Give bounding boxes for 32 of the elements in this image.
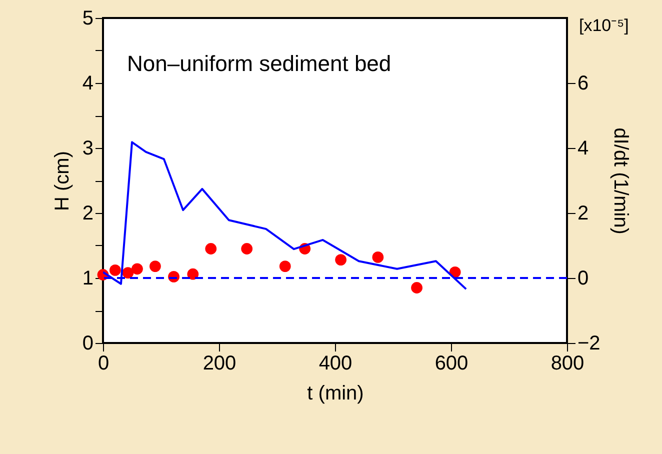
point — [335, 254, 346, 266]
x-tick-label: 800 — [550, 352, 584, 374]
y-tick-label: 1 — [82, 268, 94, 290]
point — [241, 243, 253, 254]
x-tick-label: 0 — [98, 352, 110, 374]
annotation: Non–uniform sediment bed — [127, 51, 392, 76]
point — [372, 252, 384, 263]
x-tick-label: 600 — [434, 352, 468, 374]
y2-tick-label: 4 — [578, 138, 589, 160]
point — [122, 267, 134, 278]
y2-tick-label: 6 — [578, 72, 589, 94]
point — [150, 260, 161, 272]
point — [205, 243, 217, 254]
y2-axis-title: dI/dt (1/min) — [609, 128, 632, 234]
y-tick-label: 2 — [82, 202, 94, 224]
point — [187, 268, 199, 280]
y-tick-label: 0 — [82, 332, 94, 354]
x-tick-label: 400 — [318, 352, 352, 374]
text: [x10⁻⁵] — [579, 16, 629, 35]
y2-tick-label: 0 — [578, 268, 589, 290]
point — [109, 264, 121, 276]
point — [132, 263, 143, 275]
y-tick-label: 5 — [82, 8, 94, 30]
x-tick-label: 200 — [202, 352, 236, 374]
y-axis-title: H (cm) — [51, 151, 74, 211]
point — [279, 260, 291, 272]
y2-tick-label: 2 — [578, 202, 589, 224]
y2-tick-label: −2 — [578, 332, 600, 354]
point — [411, 282, 422, 294]
y-tick-label: 3 — [82, 138, 94, 160]
x-axis-title: t (min) — [307, 382, 364, 404]
y-tick-label: 4 — [82, 72, 94, 94]
